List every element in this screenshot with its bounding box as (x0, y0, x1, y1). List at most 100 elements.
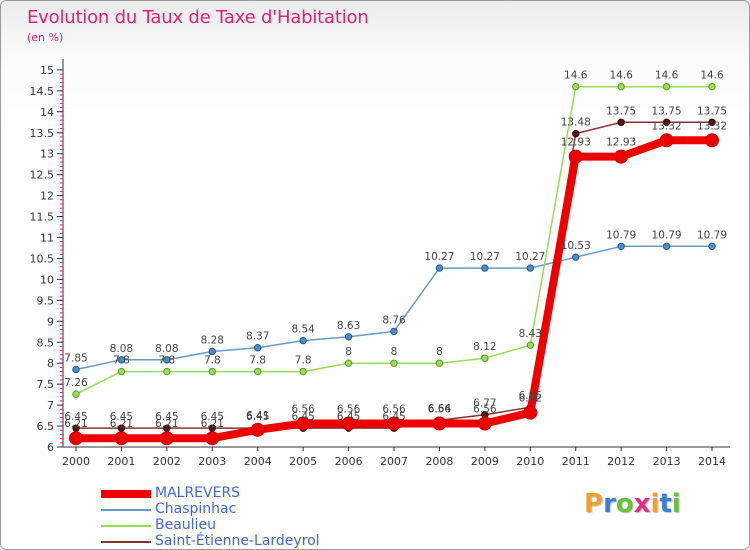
legend-swatch (101, 541, 151, 543)
data-label: 8.37 (246, 331, 269, 343)
data-point (435, 264, 444, 272)
data-point (708, 118, 716, 126)
y-tick-label: 12.5 (30, 169, 55, 182)
data-label: 6.45 (110, 411, 133, 423)
data-label: 8.08 (155, 343, 178, 355)
data-label: 8 (345, 346, 352, 358)
data-label: 8.08 (110, 343, 133, 355)
data-point (572, 82, 580, 91)
data-point (117, 367, 126, 376)
logo-letter: i (671, 489, 681, 519)
y-tick-label: 15 (40, 64, 54, 77)
data-label: 8.54 (291, 324, 315, 336)
data-label: 6.82 (519, 393, 542, 405)
legend-label: Chaspinhac (155, 501, 237, 517)
data-point (205, 431, 220, 446)
data-point (435, 359, 444, 367)
data-point (572, 129, 580, 138)
data-label: 10.27 (470, 251, 500, 263)
data-point (163, 356, 171, 364)
y-tick-label: 11.5 (30, 211, 55, 224)
y-tick-label: 12 (40, 190, 54, 203)
data-label: 8 (436, 346, 443, 358)
logo-letter: x (633, 489, 651, 519)
data-label: 13.32 (652, 120, 682, 132)
data-label: 6.56 (382, 404, 406, 416)
data-label: 8.63 (337, 320, 360, 332)
chart-title: Evolution du Taux de Taxe d'Habitation (27, 7, 369, 28)
data-point (614, 149, 629, 164)
data-point (299, 336, 307, 345)
data-label: 6.56 (428, 404, 452, 416)
y-tick-label: 8 (47, 357, 54, 370)
y-tick-label: 7 (47, 399, 54, 412)
x-tick-label: 2000 (62, 455, 90, 468)
data-label: 6.41 (246, 410, 269, 422)
data-point (344, 359, 353, 367)
x-tick-label: 2007 (380, 455, 408, 468)
data-point (159, 431, 174, 446)
legend-label: Saint-Étienne-Lardeyrol (155, 533, 320, 549)
data-label: 13.75 (606, 105, 636, 117)
data-label: 13.75 (697, 105, 727, 117)
data-label: 6.77 (473, 398, 496, 410)
chart-subtitle: (en %) (27, 31, 64, 44)
data-label: 10.27 (515, 251, 545, 263)
legend-item: Saint-Étienne-Lardeyrol (101, 533, 361, 549)
data-label: 6.21 (201, 418, 224, 430)
x-tick-label: 2006 (335, 455, 363, 468)
data-label: 6.21 (64, 418, 87, 430)
data-label: 8.12 (473, 341, 496, 353)
legend-swatch (101, 490, 151, 498)
data-point (254, 367, 262, 376)
data-label: 6.45 (382, 411, 405, 423)
x-tick-label: 2008 (425, 455, 453, 468)
data-point (341, 416, 356, 431)
data-label: 7.26 (64, 377, 88, 389)
data-point (481, 264, 489, 272)
data-label: 7.8 (295, 355, 312, 367)
y-tick-label: 7.5 (37, 378, 55, 391)
data-label: 6.56 (473, 404, 497, 416)
data-label: 7.8 (159, 355, 176, 367)
data-label: 8 (391, 346, 398, 358)
data-label: 13.48 (561, 117, 591, 129)
data-label: 8.76 (382, 314, 406, 326)
data-label: 8.43 (519, 328, 542, 340)
data-point (708, 242, 716, 250)
y-tick-label: 14.5 (30, 85, 55, 98)
data-point (477, 416, 492, 431)
x-tick-label: 2002 (153, 455, 181, 468)
data-point (662, 242, 671, 250)
x-tick-label: 2001 (107, 455, 135, 468)
y-tick-label: 9 (47, 315, 54, 328)
data-label: 13.32 (697, 120, 727, 132)
data-point (526, 264, 534, 272)
data-point (617, 242, 625, 250)
legend-item: MALREVERS (101, 485, 361, 501)
y-tick-label: 11 (40, 232, 54, 245)
data-label: 10.53 (561, 240, 591, 252)
x-tick-label: 2014 (698, 455, 726, 468)
y-tick-label: 10.5 (30, 252, 55, 265)
y-tick-label: 10 (40, 273, 54, 286)
data-point (662, 118, 671, 126)
data-point (617, 118, 625, 126)
series-line-malrevers (72, 136, 716, 443)
proxiti-logo: Proxiti (584, 489, 681, 519)
y-tick-label: 8.5 (37, 336, 55, 349)
y-tick-label: 14 (40, 106, 54, 119)
x-tick-label: 2013 (653, 455, 681, 468)
data-label: 6.56 (291, 404, 315, 416)
x-tick-label: 2004 (244, 455, 272, 468)
data-label: 6.45 (337, 411, 360, 423)
x-tick-label: 2010 (516, 455, 544, 468)
legend-item: Beaulieu (101, 517, 361, 533)
data-label: 10.79 (697, 229, 727, 241)
data-point (69, 431, 83, 446)
data-point (432, 416, 447, 431)
y-tick-label: 9.5 (37, 294, 55, 307)
logo-letter: i (650, 489, 660, 519)
